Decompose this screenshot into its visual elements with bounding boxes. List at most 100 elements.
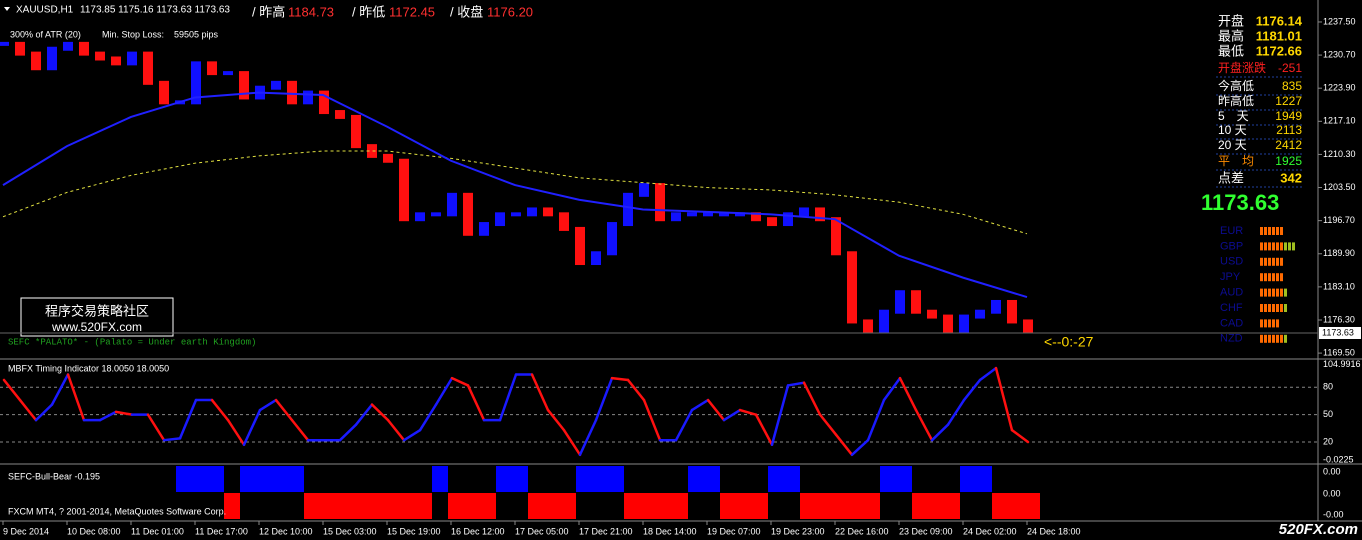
strength-cell [1272, 319, 1275, 328]
price-bar [191, 61, 201, 105]
y-tick-label: 1189.90 [1323, 248, 1355, 258]
price-bar [63, 41, 73, 51]
timing-segment [114, 410, 134, 416]
timing-segment [706, 398, 726, 422]
price-bar [575, 226, 585, 266]
currency-name: JPY [1220, 271, 1241, 283]
strength-cell [1272, 257, 1275, 266]
strength-cell [1268, 257, 1271, 266]
y-tick-label: 1210.30 [1323, 149, 1356, 159]
bull-block [272, 466, 288, 492]
strength-cell [1264, 334, 1267, 343]
strength-cell [1264, 257, 1267, 266]
moving-average [2, 91, 1028, 299]
strength-cell [1268, 319, 1271, 328]
menu-arrow[interactable] [4, 7, 10, 11]
price-bar [447, 192, 457, 217]
price-bar [111, 56, 121, 66]
bull-block [208, 466, 224, 492]
bear-block [384, 493, 400, 519]
bull-block [576, 466, 592, 492]
price-bar [479, 222, 489, 236]
strength-cell [1264, 227, 1267, 235]
price-bar [559, 212, 569, 231]
symbol: XAUUSD,H1 [16, 5, 74, 16]
indicator-note: SEFC *PALATO* - (Palato = Under earth Ki… [8, 337, 256, 347]
timing-segment [66, 373, 86, 422]
price-bar [671, 212, 681, 222]
timing-segment [2, 378, 22, 402]
strength-cell [1280, 273, 1283, 282]
info-value: 2412 [1275, 138, 1302, 152]
stop-value: 59505 pips [174, 29, 219, 39]
bear-block [320, 493, 336, 519]
bull-bear-title: SEFC-Bull-Bear -0.195 [8, 471, 100, 481]
info-label: 点差 [1218, 170, 1244, 185]
price-bar [79, 41, 89, 56]
price-bar [351, 114, 361, 149]
info-label: 昨高低 [1218, 93, 1254, 108]
info-label: 今高低 [1218, 78, 1254, 93]
bear-block [832, 493, 848, 519]
price-bar [239, 71, 249, 100]
price-bar [463, 192, 473, 236]
strength-cell [1268, 334, 1271, 343]
strength-cell [1272, 242, 1275, 251]
price-bar [735, 212, 745, 217]
timing-segment [338, 423, 358, 442]
info-value: 1227 [1275, 94, 1302, 108]
bear-block [304, 493, 320, 519]
bull-block [192, 466, 208, 492]
timing-segment [210, 398, 230, 422]
y-tick-label: 1237.50 [1323, 16, 1356, 26]
strength-cell [1272, 304, 1275, 312]
timing-title: MBFX Timing Indicator 18.0050 18.0050 [8, 363, 169, 373]
y-tick-label: 1196.70 [1323, 215, 1355, 225]
x-tick-label: 15 Dec 03:00 [323, 526, 377, 536]
bull-block [896, 466, 912, 492]
timing-segment [466, 384, 486, 422]
watermark-title: 程序交易策略社区 [45, 303, 149, 318]
timing-segment [882, 376, 902, 402]
bull-block [880, 466, 896, 492]
last-price-label: 1173.63 [1322, 327, 1354, 337]
x-tick-label: 23 Dec 09:00 [899, 526, 953, 536]
strength-bar [1260, 288, 1287, 297]
strength-cell [1260, 319, 1263, 328]
price-bar [911, 290, 921, 314]
strength-bar [1260, 273, 1283, 282]
price-bar [847, 251, 857, 324]
current-price: 1173.63 [1201, 190, 1279, 215]
price-bar [271, 80, 281, 90]
y-tick-label: 104.9916 [1323, 359, 1361, 369]
info-label: 20 天 [1218, 138, 1247, 152]
timing-segment [866, 398, 886, 442]
x-tick-label: 11 Dec 01:00 [131, 526, 184, 536]
price-bar [783, 212, 793, 227]
price-bar [703, 212, 713, 217]
bull-block [976, 466, 992, 492]
x-tick-label: 10 Dec 08:00 [67, 526, 121, 536]
currency-name: NZD [1220, 333, 1243, 345]
bear-block [352, 493, 368, 519]
strength-cell [1260, 242, 1263, 251]
timing-segment [146, 413, 166, 442]
prev-high: 1184.73 [288, 4, 334, 19]
currency-name: GBP [1220, 240, 1243, 252]
bull-block [240, 466, 256, 492]
bear-block [480, 493, 496, 519]
strength-cell [1268, 242, 1271, 251]
prev-low-label: / 昨低 [352, 4, 385, 19]
info-panel: 开盘 1176.14 最高 1181.01 最低 1172.66 开盘涨跌 -251 今高低 83… [1201, 13, 1304, 345]
bear-block [992, 493, 1008, 519]
strength-cell [1280, 242, 1283, 251]
strength-bar [1260, 257, 1283, 266]
strength-bar [1260, 304, 1287, 312]
timing-segment [34, 403, 54, 422]
y-tick-label: 1203.50 [1323, 182, 1356, 192]
timing-segment [850, 438, 870, 457]
timing-segment [594, 376, 614, 422]
price-chart: 1237.50 1230.70 1223.90 1217.10 1210.30 1203.… [0, 16, 1361, 357]
timer: <--0:-27 [1044, 334, 1094, 350]
